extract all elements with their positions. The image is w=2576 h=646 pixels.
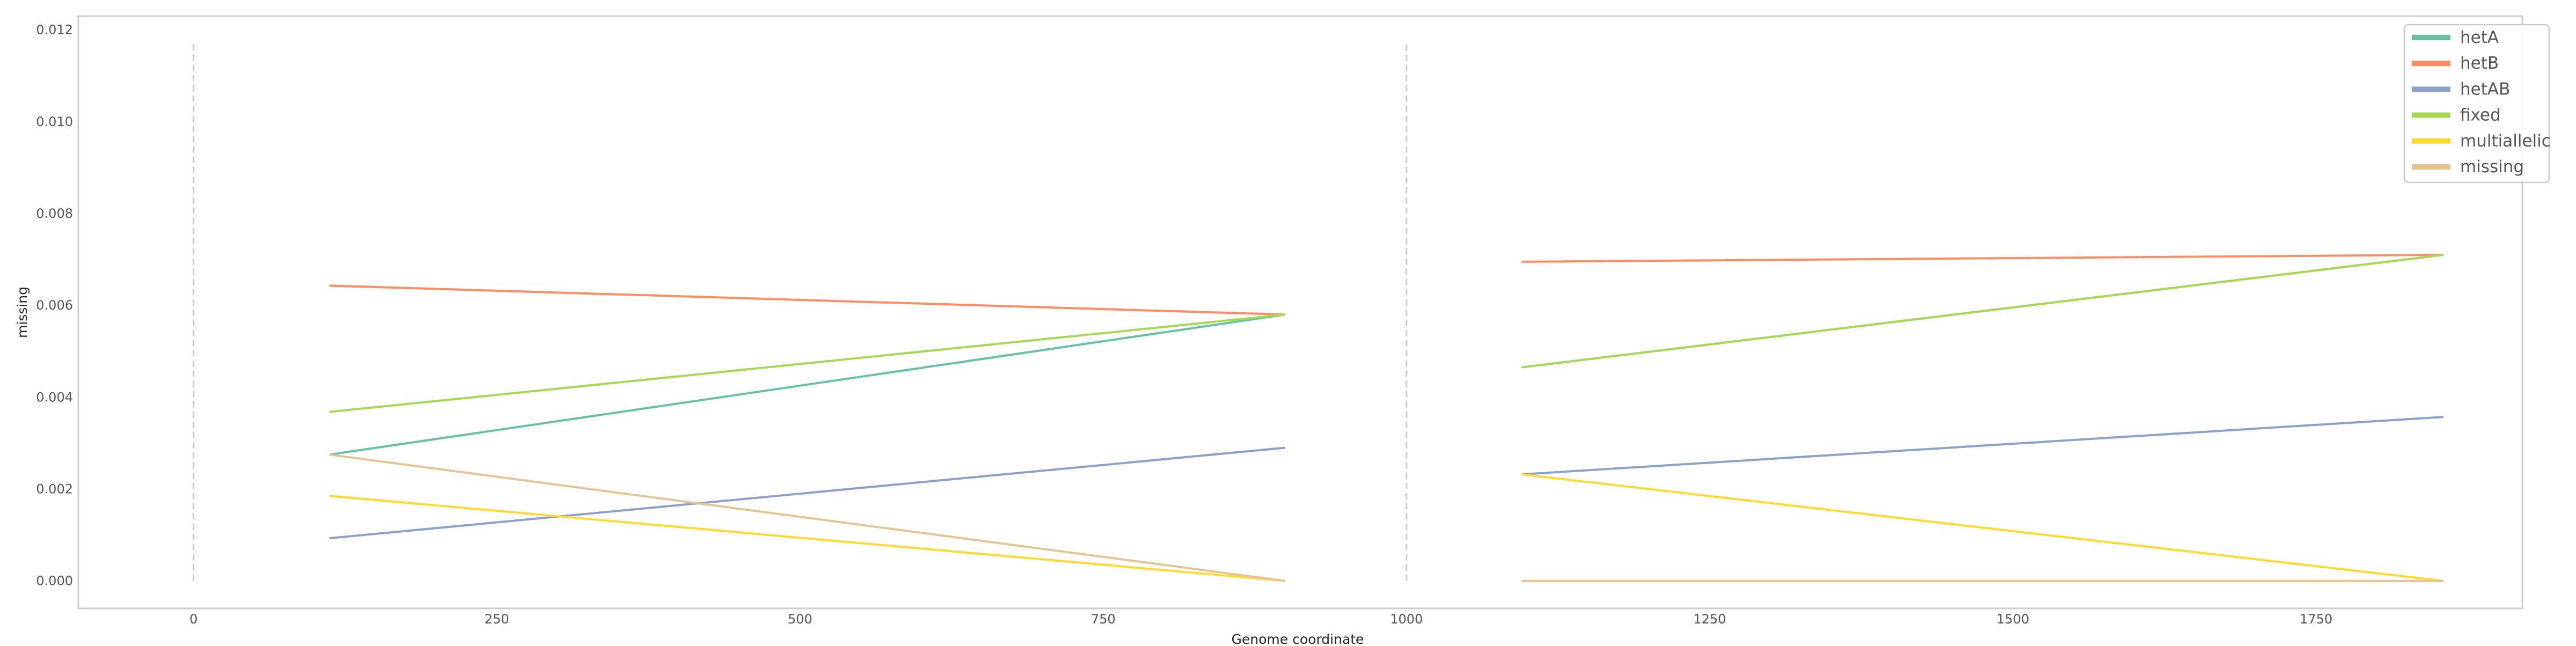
plot-area: [77, 15, 2523, 610]
series-line-missing-0: [329, 453, 1285, 582]
legend-label-fixed: fixed: [2460, 106, 2501, 125]
legend: hetA hetB hetAB fixed multiallelic missing: [2403, 24, 2551, 183]
x-axis-label: Genome coordinate: [1232, 632, 1364, 644]
series-line-fixed-0: [329, 313, 1285, 413]
x-axis-ticks: 0 250 500 750 1000 1250 1500 1750: [189, 612, 2332, 627]
series-line-hetA-0: [329, 313, 1285, 456]
x-tick-label: 1250: [1693, 612, 1726, 627]
y-axis-ticks: 0.000 0.002 0.004 0.006 0.008 0.010 0.012: [36, 23, 73, 589]
y-axis-label: missing: [14, 287, 30, 338]
legend-label-missing: missing: [2460, 157, 2524, 177]
y-tick-label: 0.002: [36, 481, 73, 496]
x-tick-label: 1500: [1996, 612, 2029, 627]
y-tick-label: 0.004: [36, 390, 73, 405]
y-tick-label: 0.006: [36, 298, 73, 313]
x-tick-label: 1000: [1390, 612, 1423, 627]
x-tick-label: 750: [1091, 612, 1116, 627]
y-tick-label: 0.008: [36, 206, 73, 221]
legend-label-hetAB: hetAB: [2460, 79, 2510, 99]
x-tick-label: 1750: [2300, 612, 2332, 627]
x-tick-label: 250: [485, 612, 509, 627]
y-tick-label: 0.012: [36, 23, 73, 38]
series-line-hetAB-1: [1521, 416, 2444, 476]
y-tick-label: 0.010: [36, 114, 73, 129]
x-tick-label: 0: [189, 612, 197, 627]
y-tick-label: 0.000: [36, 574, 73, 589]
legend-label-hetB: hetB: [2460, 54, 2499, 73]
legend-label-hetA: hetA: [2460, 28, 2499, 47]
boundaries-layer: [193, 43, 1408, 581]
series-line-fixed-1: [1521, 254, 2444, 369]
x-tick-label: 500: [788, 612, 813, 627]
legend-label-multiallelic: multiallelic: [2460, 131, 2551, 151]
series-line-multiallelic-1: [1521, 473, 2444, 582]
series-line-hetAB-0: [329, 446, 1285, 540]
series-layer: [329, 254, 2444, 582]
series-line-hetB-1: [1521, 254, 2444, 263]
series-line-multiallelic-0: [329, 495, 1285, 582]
series-line-hetB-0: [329, 284, 1285, 316]
